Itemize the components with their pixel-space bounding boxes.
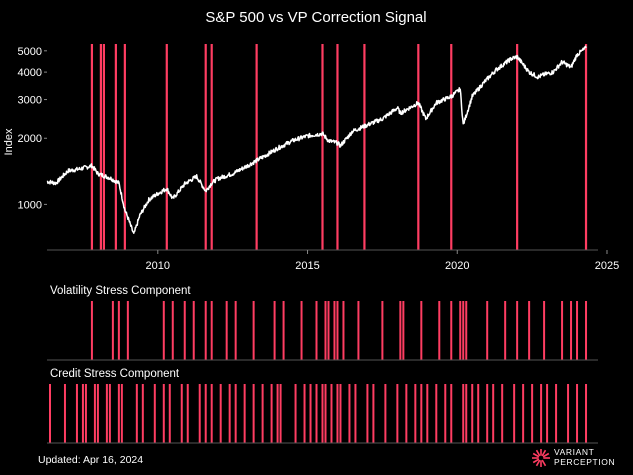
x-tick-label: 2010 bbox=[146, 260, 170, 272]
updated-date: Updated: Apr 16, 2024 bbox=[38, 454, 143, 466]
y-tick-label: 1000 bbox=[18, 199, 42, 211]
credit-panel bbox=[47, 383, 598, 444]
correction-signal-lines bbox=[90, 44, 588, 250]
y-tick-label: 5000 bbox=[18, 46, 42, 58]
y-tick-label: 2000 bbox=[18, 133, 42, 145]
sunburst-icon bbox=[532, 449, 550, 467]
y-axis-label: Index bbox=[3, 128, 15, 155]
chart-title: S&P 500 vs VP Correction Signal bbox=[205, 9, 426, 26]
main-plot: 1000 2000 3000 4000 5000 2010 2015 2020 2025 bbox=[18, 40, 619, 272]
y-tick-label: 4000 bbox=[18, 67, 42, 79]
x-tick-label: 2025 bbox=[595, 260, 619, 272]
x-tick-label: 2015 bbox=[295, 260, 319, 272]
variant-perception-logo: VARIANT PERCEPTION bbox=[532, 447, 615, 467]
x-tick-label: 2020 bbox=[445, 260, 469, 272]
volatility-signal-lines bbox=[90, 301, 588, 360]
credit-signal-lines bbox=[48, 384, 588, 443]
x-axis-ticks: 2010 2015 2020 2025 bbox=[146, 250, 619, 272]
y-tick-label: 3000 bbox=[18, 95, 42, 107]
y-axis-ticks: 1000 2000 3000 4000 5000 bbox=[18, 46, 47, 211]
volatility-panel-background bbox=[47, 300, 598, 360]
volatility-panel bbox=[47, 300, 598, 361]
credit-panel-title: Credit Stress Component bbox=[50, 368, 180, 380]
brand-name-line1: VARIANT bbox=[554, 447, 594, 457]
sp500-price-line bbox=[46, 45, 587, 234]
brand-name-line2: PERCEPTION bbox=[554, 457, 615, 467]
volatility-panel-title: Volatility Stress Component bbox=[50, 285, 191, 297]
